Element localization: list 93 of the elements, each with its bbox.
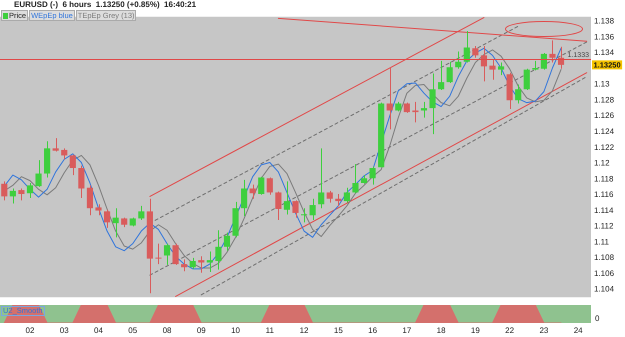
candlestick bbox=[35, 160, 42, 188]
y-tick-label: 1.13 bbox=[594, 80, 610, 89]
x-tick-label: 22 bbox=[505, 326, 515, 336]
x-tick-label: 15 bbox=[334, 326, 344, 336]
x-tick-label: 16 bbox=[368, 326, 378, 336]
candlestick bbox=[112, 208, 119, 238]
x-tick-label: 03 bbox=[60, 326, 70, 336]
x-tick-label: 18 bbox=[436, 326, 446, 336]
candlestick bbox=[472, 45, 478, 58]
candlestick bbox=[164, 243, 170, 266]
candlestick bbox=[412, 101, 418, 123]
candlestick bbox=[138, 205, 144, 221]
y-tick-label: 1.134 bbox=[594, 48, 615, 58]
candlestick bbox=[352, 164, 359, 194]
candlestick bbox=[61, 148, 68, 160]
y-tick-label: 1.112 bbox=[594, 222, 614, 231]
candlestick bbox=[318, 148, 324, 209]
candlestick bbox=[241, 179, 248, 217]
candlestick bbox=[438, 60, 444, 91]
candlestick bbox=[515, 84, 522, 104]
candlestick bbox=[10, 188, 16, 204]
x-tick-label: 08 bbox=[162, 326, 172, 336]
candlestick bbox=[78, 165, 84, 198]
candlestick bbox=[284, 180, 290, 215]
y-tick-label: 1.106 bbox=[594, 268, 615, 278]
x-tick-label: 12 bbox=[300, 326, 310, 336]
x-tick-label: 11 bbox=[266, 326, 275, 336]
candlestick bbox=[155, 243, 162, 265]
candlestick bbox=[70, 154, 76, 176]
candlestick bbox=[18, 188, 24, 201]
candlestick bbox=[532, 60, 538, 71]
candlestick bbox=[326, 190, 333, 204]
candlestick bbox=[335, 194, 342, 206]
candlestick bbox=[172, 243, 179, 266]
candlestick bbox=[198, 256, 204, 274]
y-tick-label: 1.126 bbox=[594, 111, 615, 120]
x-tick-label: 09 bbox=[196, 326, 206, 336]
y-tick-label: 1.108 bbox=[594, 253, 615, 262]
x-tick-label: 17 bbox=[402, 326, 412, 336]
chart-title: EURUSD (-) 6 hours 1.13250 (+0.85%) 16:40:21 bbox=[13, 0, 196, 9]
candlestick bbox=[206, 251, 213, 272]
candlestick bbox=[258, 176, 264, 196]
x-tick-label: 24 bbox=[574, 326, 584, 336]
x-tick-label: 23 bbox=[539, 326, 549, 336]
candlestick bbox=[26, 182, 34, 198]
candlestick bbox=[524, 68, 530, 91]
candlestick bbox=[292, 200, 299, 218]
x-tick-label: 05 bbox=[128, 326, 138, 336]
candlestick bbox=[266, 176, 273, 196]
y-tick-label: 1.104 bbox=[594, 284, 615, 294]
candlestick bbox=[224, 232, 230, 252]
candlestick bbox=[446, 61, 453, 84]
y-tick-label: 1.11 bbox=[594, 237, 610, 246]
x-tick-label: 04 bbox=[94, 326, 104, 336]
text: 0 bbox=[595, 314, 600, 324]
candlestick bbox=[549, 40, 556, 63]
y-tick-label: 1.12 bbox=[594, 158, 610, 168]
candlestick bbox=[121, 217, 128, 228]
candlestick bbox=[395, 101, 402, 112]
candlestick bbox=[275, 191, 282, 221]
candlestick bbox=[498, 62, 504, 76]
candlestick bbox=[420, 101, 428, 118]
candlestick bbox=[540, 52, 547, 70]
candlestick bbox=[190, 257, 196, 270]
candlestick bbox=[250, 184, 256, 200]
y-tick-label: 1.128 bbox=[594, 95, 615, 104]
candlestick bbox=[52, 138, 59, 152]
candlestick bbox=[1, 180, 8, 201]
y-tick-label: 1.136 bbox=[594, 32, 615, 42]
candlestick bbox=[181, 258, 188, 272]
x-tick-label: 02 bbox=[26, 326, 35, 336]
candlestick bbox=[95, 204, 102, 216]
candlestick bbox=[386, 66, 393, 130]
y-tick-label: 1.124 bbox=[594, 127, 615, 136]
candlestick bbox=[344, 187, 350, 204]
candlestick bbox=[429, 73, 436, 135]
y-tick-label: 1.122 bbox=[594, 142, 615, 152]
y-tick-label: 1.114 bbox=[594, 206, 614, 215]
candlestick bbox=[300, 208, 308, 223]
candlestick bbox=[310, 198, 316, 221]
candlestick bbox=[464, 30, 470, 63]
candlestick bbox=[455, 50, 462, 70]
y-tick-label: 1.138 bbox=[594, 16, 615, 26]
x-tick-label: 19 bbox=[470, 326, 480, 336]
x-tick-label: 10 bbox=[231, 326, 241, 336]
candlestick bbox=[104, 209, 110, 228]
y-tick-label: 1.118 bbox=[594, 174, 614, 184]
candlestick bbox=[370, 166, 376, 186]
candlestick bbox=[404, 102, 410, 114]
candlestick bbox=[489, 58, 496, 80]
candlestick bbox=[215, 230, 222, 270]
y-tick-label: 1.116 bbox=[594, 190, 614, 200]
candlestick bbox=[86, 184, 94, 216]
